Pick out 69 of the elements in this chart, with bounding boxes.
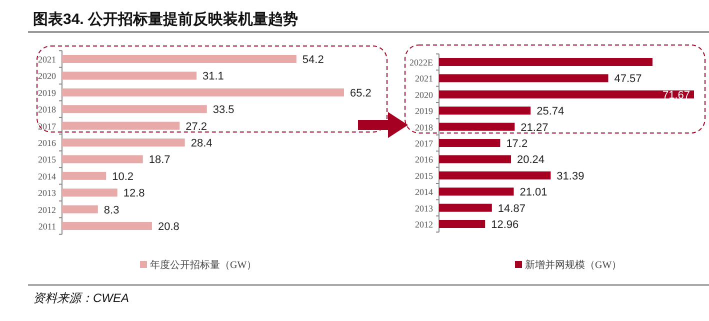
data-label: 12.96: [491, 219, 519, 231]
y-tick-label: 2016: [415, 154, 434, 165]
y-tick-label: 2021: [415, 74, 433, 84]
data-label: 21.27: [520, 122, 548, 134]
data-label: 20.24: [517, 154, 545, 166]
bar: [62, 188, 118, 197]
bar: [62, 222, 152, 230]
bar: [439, 220, 486, 228]
bar: [439, 90, 694, 98]
data-label: 14.87: [498, 202, 526, 215]
bar: [439, 188, 514, 196]
y-tick-label: 2015: [38, 154, 56, 165]
y-tick-label: 2019: [38, 88, 56, 98]
y-tick-label: 2013: [415, 203, 434, 214]
bar: [62, 105, 207, 114]
data-label: 28.4: [190, 138, 212, 150]
bar: [439, 58, 652, 66]
y-tick-label: 2012: [38, 204, 56, 215]
bar: [439, 171, 551, 180]
data-label: 27.2: [186, 120, 208, 133]
bar: [439, 139, 500, 147]
data-label: 20.8: [158, 221, 180, 233]
y-tick-label: 2020: [38, 71, 56, 82]
y-tick-label: 2014: [415, 187, 434, 198]
bar: [62, 172, 106, 180]
y-tick-label: 2014: [38, 171, 56, 182]
y-tick-label: 2021: [38, 54, 56, 64]
data-label: 25.74: [536, 106, 564, 118]
bar: [439, 106, 531, 115]
y-tick-label: 2017: [38, 121, 56, 132]
bar: [439, 204, 492, 212]
y-tick-label: 2017: [415, 138, 434, 148]
y-tick-label: 2018: [38, 104, 56, 115]
bar: [439, 155, 512, 164]
y-tick-label: 2015: [415, 170, 434, 181]
data-label: 8.3: [104, 204, 120, 216]
y-tick-label: 2019: [415, 106, 434, 116]
bar: [62, 138, 185, 146]
data-label: 10.2: [112, 170, 134, 183]
bar: [62, 88, 344, 96]
bar: [62, 155, 143, 164]
chart-title: 图表34. 公开招标量提前反映装机量趋势: [33, 11, 298, 28]
legend-label: 新增并网规模（GW）: [525, 259, 622, 271]
y-tick-label: 2022E: [410, 58, 434, 68]
y-tick-label: 2016: [38, 138, 56, 148]
y-tick-label: 2011: [38, 222, 56, 232]
data-label: 71.67: [662, 89, 690, 102]
bar: [62, 122, 180, 130]
bar: [62, 72, 197, 80]
data-label: 33.5: [212, 104, 234, 116]
data-label: 31.39: [556, 170, 584, 182]
bar: [62, 55, 296, 63]
y-tick-label: 2018: [415, 122, 434, 132]
bar: [439, 74, 608, 82]
y-tick-label: 2012: [415, 220, 433, 230]
legend-label: 年度公开招标量（GW）: [150, 259, 257, 271]
bar: [62, 205, 98, 214]
data-label: 65.2: [350, 87, 372, 100]
data-label: 31.1: [202, 70, 224, 83]
data-label: 12.8: [123, 188, 145, 200]
data-label: 18.7: [148, 154, 170, 166]
y-tick-label: 2013: [38, 188, 56, 198]
data-label: 47.57: [614, 73, 642, 86]
text: 资料来源：CWEA: [33, 291, 129, 305]
data-label: 54.2: [302, 54, 324, 66]
bar: [439, 122, 515, 131]
y-tick-label: 2020: [415, 90, 434, 100]
data-label: 17.2: [506, 138, 528, 150]
data-label: 21.01: [520, 186, 548, 199]
